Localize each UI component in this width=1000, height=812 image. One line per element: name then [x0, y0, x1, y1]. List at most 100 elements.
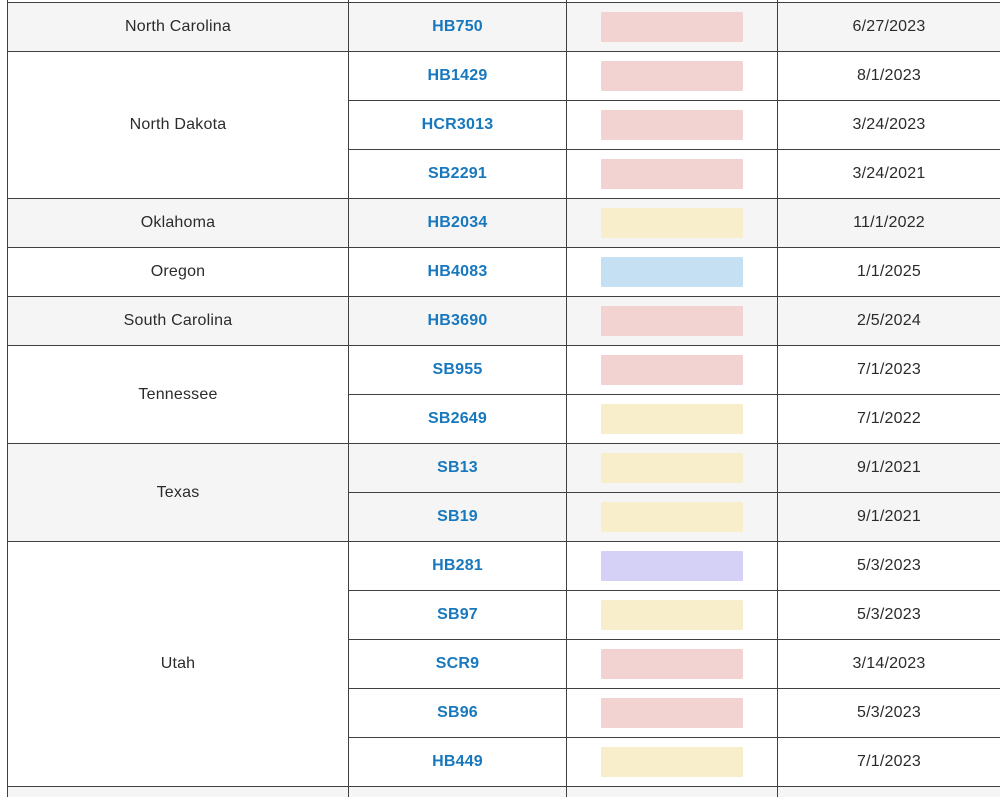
status-badge-yellow — [601, 404, 743, 434]
bill-link[interactable]: HB1429 — [427, 67, 488, 84]
bill-link[interactable]: HB281 — [432, 557, 483, 574]
bill-link[interactable]: SB19 — [437, 508, 478, 525]
date-cell: 9/1/2021 — [777, 443, 1000, 493]
table-row: SB2649 7/1/2022 — [8, 394, 1000, 444]
table-row: Tennessee SB955 7/1/2023 — [7, 345, 1000, 444]
status-cell — [566, 541, 778, 591]
partial-cell — [777, 786, 1000, 797]
table-row: HCR3013 3/24/2023 — [8, 100, 1000, 150]
table-row: SB96 5/3/2023 — [8, 688, 1000, 738]
bill-link[interactable]: SB96 — [437, 704, 478, 721]
state-cell: Tennessee — [7, 345, 349, 444]
status-cell — [566, 100, 778, 150]
status-badge-red — [601, 698, 743, 728]
bill-cell: SB955 — [348, 345, 567, 395]
state-cell: Oregon — [7, 247, 349, 297]
bill-cell: HB3690 — [348, 296, 567, 346]
state-cell: Oklahoma — [7, 198, 349, 248]
bill-link[interactable]: HB4083 — [427, 263, 488, 280]
bill-cell: HB1429 — [348, 51, 567, 101]
bill-link[interactable]: HB3690 — [427, 312, 488, 329]
status-badge-blue — [601, 257, 743, 287]
bill-cell: SB96 — [348, 688, 567, 738]
bill-link[interactable]: HCR3013 — [421, 116, 494, 133]
partial-cell — [7, 786, 349, 797]
bill-cell: SB13 — [348, 443, 567, 493]
bill-link[interactable]: SB955 — [432, 361, 483, 378]
state-cell: South Carolina — [7, 296, 349, 346]
state-cell: North Carolina — [7, 2, 349, 52]
date-cell: 5/3/2023 — [777, 688, 1000, 738]
bill-link[interactable]: HB2034 — [427, 214, 488, 231]
table-row: North Carolina HB750 6/27/2023 — [7, 2, 1000, 52]
bill-cell: SCR9 — [348, 639, 567, 689]
table-row: Texas SB13 9/1/2021 — [7, 443, 1000, 542]
status-cell — [566, 345, 778, 395]
date-cell: 1/1/2025 — [777, 247, 1000, 297]
partial-cell — [348, 786, 567, 797]
status-cell — [566, 198, 778, 248]
status-cell — [566, 639, 778, 689]
bill-cell: HCR3013 — [348, 100, 567, 150]
table-row: SB19 9/1/2021 — [8, 492, 1000, 542]
status-badge-yellow — [601, 208, 743, 238]
date-cell: 3/14/2023 — [777, 639, 1000, 689]
bill-link[interactable]: HB449 — [432, 753, 483, 770]
status-cell — [566, 492, 778, 542]
bill-cell: SB2291 — [348, 149, 567, 199]
status-cell — [566, 688, 778, 738]
status-badge-red — [601, 355, 743, 385]
date-cell: 7/1/2022 — [777, 394, 1000, 444]
state-cell: Utah — [7, 541, 349, 787]
status-cell — [566, 394, 778, 444]
status-cell — [566, 737, 778, 787]
status-badge-yellow — [601, 453, 743, 483]
status-badge-yellow — [601, 502, 743, 532]
date-cell: 2/5/2024 — [777, 296, 1000, 346]
state-cell: Texas — [7, 443, 349, 542]
table-row: SB97 5/3/2023 — [8, 590, 1000, 640]
partial-cell — [566, 786, 778, 797]
bill-link[interactable]: SCR9 — [435, 655, 480, 672]
bill-cell: SB2649 — [348, 394, 567, 444]
date-cell: 3/24/2021 — [777, 149, 1000, 199]
table-row: HB449 7/1/2023 — [8, 737, 1000, 787]
table-row: SCR9 3/14/2023 — [8, 639, 1000, 689]
bill-link[interactable]: HB750 — [432, 18, 483, 35]
bill-cell: HB4083 — [348, 247, 567, 297]
status-badge-red — [601, 12, 743, 42]
date-cell: 9/1/2021 — [777, 492, 1000, 542]
bill-link[interactable]: SB2649 — [427, 410, 488, 427]
bill-cell: HB2034 — [348, 198, 567, 248]
status-badge-red — [601, 306, 743, 336]
status-badge-red — [601, 110, 743, 140]
status-cell — [566, 443, 778, 493]
status-cell — [566, 296, 778, 346]
status-cell — [566, 149, 778, 199]
date-cell: 7/1/2023 — [777, 737, 1000, 787]
status-cell — [566, 51, 778, 101]
bill-cell: HB281 — [348, 541, 567, 591]
legislation-table: North Carolina HB750 6/27/2023 North Dakota… — [7, 0, 1000, 797]
date-cell: 6/27/2023 — [777, 2, 1000, 52]
table-row: North Dakota HB1429 8/1/2023 — [7, 51, 1000, 199]
bill-cell: SB19 — [348, 492, 567, 542]
bill-link[interactable]: SB97 — [437, 606, 478, 623]
status-badge-red — [601, 159, 743, 189]
status-badge-red — [601, 61, 743, 91]
bill-cell: HB449 — [348, 737, 567, 787]
date-cell: 3/24/2023 — [777, 100, 1000, 150]
table-row: Oklahoma HB2034 11/1/2022 — [7, 198, 1000, 248]
date-cell: 7/1/2023 — [777, 345, 1000, 395]
bill-link[interactable]: SB2291 — [427, 165, 488, 182]
bill-link[interactable]: SB13 — [437, 459, 478, 476]
date-cell: 5/3/2023 — [777, 590, 1000, 640]
status-badge-red — [601, 649, 743, 679]
status-badge-yellow — [601, 747, 743, 777]
date-cell: 8/1/2023 — [777, 51, 1000, 101]
status-cell — [566, 2, 778, 52]
partial-clipped-row — [7, 786, 1000, 797]
table-row: South Carolina HB3690 2/5/2024 — [7, 296, 1000, 346]
bill-cell: SB97 — [348, 590, 567, 640]
